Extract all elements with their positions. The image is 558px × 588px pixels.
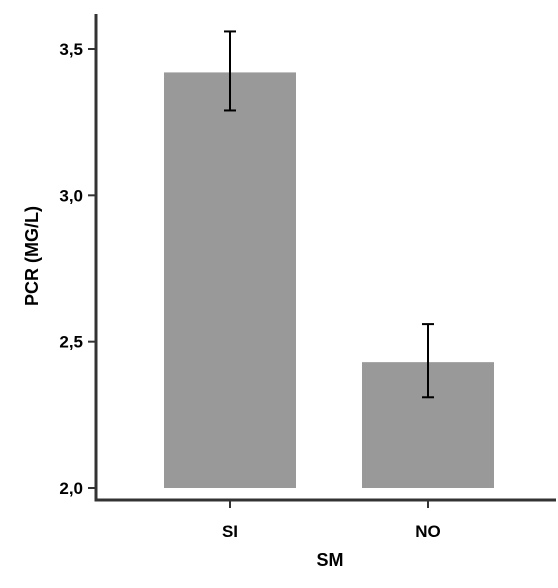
y-axis-title: PCR (MG/L) xyxy=(22,206,42,306)
y-axis-ticks: 2,0 2,5 3,0 3,5 xyxy=(59,40,96,498)
y-tick-label: 3,0 xyxy=(59,186,83,205)
y-tick-label: 2,0 xyxy=(59,479,83,498)
y-tick-label: 2,5 xyxy=(59,333,83,352)
x-axis-title: SM xyxy=(317,550,344,570)
bars xyxy=(164,72,494,488)
y-tick-label: 3,5 xyxy=(59,40,83,59)
x-tick-label-no: NO xyxy=(415,522,441,541)
error-bar-si xyxy=(224,30,236,112)
x-axis-ticks: SI NO xyxy=(222,500,441,541)
x-tick-label-si: SI xyxy=(222,522,238,541)
error-bars xyxy=(224,30,434,399)
bar-si xyxy=(164,72,296,488)
error-bar-no xyxy=(422,323,434,399)
